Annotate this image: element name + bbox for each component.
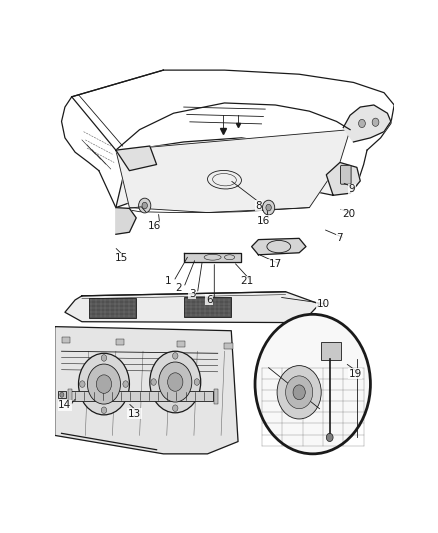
Text: 13: 13 [128,409,141,418]
Circle shape [96,375,112,393]
Circle shape [151,379,156,385]
Circle shape [101,407,107,414]
Text: 7: 7 [336,233,343,244]
Circle shape [173,353,178,359]
Polygon shape [65,292,320,322]
FancyBboxPatch shape [321,342,341,360]
Circle shape [78,353,130,415]
Text: 15: 15 [114,253,127,263]
Polygon shape [184,253,241,262]
Text: 10: 10 [316,299,329,309]
Bar [88,298,136,318]
Bar [61,337,70,343]
Text: 20: 20 [342,209,355,219]
Bar [58,391,66,399]
Circle shape [80,381,85,387]
Circle shape [326,433,333,441]
Circle shape [88,364,120,404]
Circle shape [142,202,148,209]
FancyBboxPatch shape [341,165,351,184]
Polygon shape [343,105,391,142]
Polygon shape [55,327,238,454]
Circle shape [123,381,128,387]
Text: 3: 3 [189,289,195,299]
Circle shape [168,373,183,391]
Circle shape [255,314,371,454]
Text: 6: 6 [206,295,212,305]
Circle shape [262,200,275,215]
Text: 16: 16 [257,216,270,226]
Polygon shape [116,146,156,171]
Bar [116,339,124,345]
Text: 19: 19 [349,369,362,379]
Text: 1: 1 [165,277,172,286]
Circle shape [372,118,379,126]
Text: 17: 17 [269,259,282,269]
Bar [184,297,231,317]
Polygon shape [116,138,340,207]
Text: 2: 2 [175,282,182,293]
Polygon shape [326,163,360,195]
Circle shape [359,119,365,127]
Text: 9: 9 [349,184,355,194]
Text: 21: 21 [240,277,253,286]
Bar [224,343,233,349]
Bar [214,389,218,404]
Text: 16: 16 [148,221,162,231]
Circle shape [286,376,313,409]
Text: 8: 8 [255,200,262,211]
Polygon shape [251,238,306,255]
Text: 14: 14 [58,400,71,410]
Circle shape [150,351,201,413]
Circle shape [101,354,107,361]
Polygon shape [116,130,350,213]
Circle shape [60,392,64,397]
Polygon shape [116,207,136,235]
Circle shape [266,204,271,211]
Bar [70,391,212,401]
Circle shape [173,405,178,411]
Bar [68,389,72,404]
Circle shape [194,379,200,385]
Circle shape [293,385,305,400]
Circle shape [277,366,321,419]
Circle shape [138,198,151,213]
Bar [177,341,185,347]
Circle shape [159,362,192,402]
